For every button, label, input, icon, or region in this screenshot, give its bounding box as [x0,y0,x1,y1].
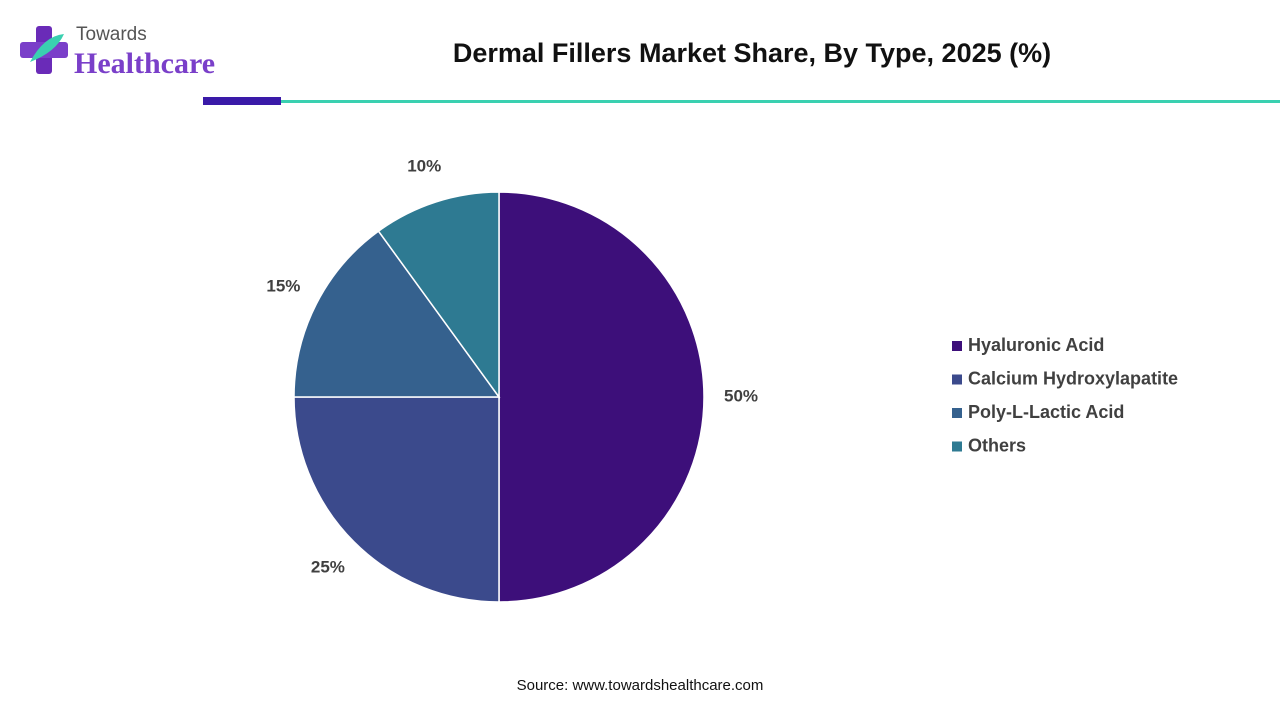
data-label: 15% [266,277,300,296]
chart-title: Dermal Fillers Market Share, By Type, 20… [453,38,1051,68]
logo-line1: Towards [76,24,147,45]
pie-slice [293,230,501,398]
data-label: 10% [407,156,441,175]
header-rule [281,100,1280,103]
pie-slice [377,191,500,400]
logo-line2: Healthcare [74,47,215,80]
logo-icon [20,26,68,74]
legend-swatch [952,374,962,385]
pie-slice [498,191,705,603]
pie-slice [293,396,500,603]
source-note: Source: www.towardshealthcare.com [517,677,764,694]
legend-label: Others [968,435,1026,455]
legend-label: Calcium Hydroxylapatite [968,368,1178,388]
legend-label: Poly-L-Lactic Acid [968,402,1124,422]
legend-swatch [952,441,962,452]
legend-label: Hyaluronic Acid [968,335,1104,355]
legend-swatch [952,408,962,418]
data-label: 25% [311,558,345,577]
legend-swatch [952,341,962,351]
data-label: 50% [724,386,758,405]
header-accent [203,97,281,105]
